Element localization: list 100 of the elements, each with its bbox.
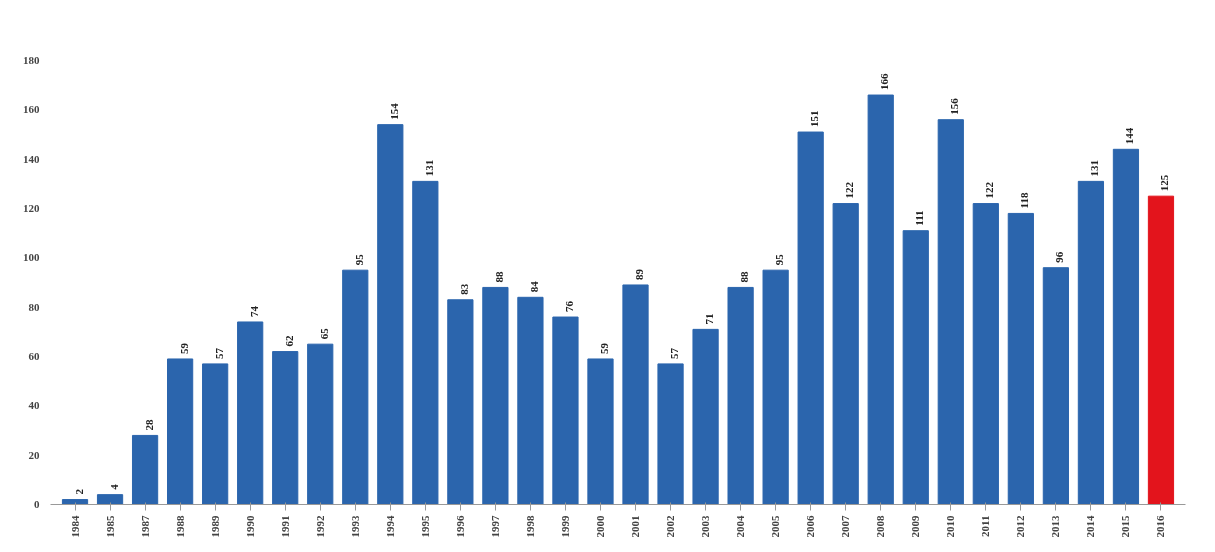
bar	[96, 494, 124, 505]
y-tick-label: 140	[23, 152, 40, 165]
x-tick-label: 1995	[418, 515, 431, 538]
x-tick-label: 1991	[278, 515, 291, 538]
bar	[727, 286, 754, 505]
data-label: 71	[703, 313, 716, 325]
y-tick-label: 120	[23, 202, 40, 214]
data-label: 65	[317, 327, 330, 340]
x-tick-label: 1992	[313, 515, 326, 538]
bar	[412, 180, 439, 505]
x-tick-label: 1998	[523, 515, 536, 538]
x-tick-label: 2012	[1014, 515, 1027, 538]
data-label: 151	[808, 110, 821, 128]
y-tick-label: 160	[23, 103, 40, 116]
bar	[307, 343, 334, 505]
data-label: 156	[948, 97, 961, 115]
data-label: 74	[247, 305, 260, 317]
bar	[202, 363, 229, 505]
data-label: 96	[1053, 251, 1066, 263]
data-label: 118	[1018, 192, 1031, 209]
bar	[832, 203, 859, 505]
x-tick-label: 1985	[103, 515, 116, 538]
y-tick-label: 60	[28, 350, 40, 362]
bar	[1112, 148, 1140, 505]
bar	[1077, 180, 1105, 505]
data-label: 89	[633, 268, 646, 280]
x-tick-label: 2000	[593, 515, 606, 538]
data-label: 57	[212, 347, 225, 359]
bar	[1042, 267, 1069, 505]
x-tick-label: 2015	[1119, 515, 1132, 538]
bar	[447, 299, 474, 505]
bar	[482, 286, 509, 505]
data-label: 125	[1158, 174, 1171, 192]
bar	[61, 499, 89, 505]
bar	[1007, 212, 1034, 505]
bar	[167, 358, 194, 505]
bar	[237, 321, 264, 505]
bar	[622, 284, 649, 505]
data-label: 154	[387, 102, 400, 120]
data-label: 95	[773, 253, 786, 266]
data-label: 88	[738, 270, 751, 283]
bar	[692, 328, 719, 505]
data-label: 83	[457, 283, 470, 295]
y-tick-label: 100	[23, 251, 40, 264]
x-tick-label: 2005	[769, 515, 782, 538]
x-tick-label: 1994	[383, 515, 396, 538]
data-label: 122	[843, 181, 856, 199]
x-tick-label: 2011	[979, 515, 992, 537]
x-tick-label: 2007	[839, 515, 852, 538]
x-tick-label: 1996	[453, 515, 466, 538]
bar	[377, 124, 404, 505]
data-label: 111	[913, 210, 926, 226]
y-tick-label: 40	[28, 399, 40, 412]
x-tick-label: 2016	[1154, 515, 1167, 538]
x-tick-label: 2001	[629, 515, 642, 538]
x-tick-label: 1984	[68, 515, 81, 538]
x-tick-label: 2013	[1049, 515, 1062, 538]
bar	[517, 296, 544, 505]
x-tick-label: 2010	[944, 515, 957, 538]
data-label: 144	[1123, 127, 1136, 145]
data-label: 84	[527, 280, 540, 293]
x-tick-label: 1999	[558, 515, 571, 538]
bar	[867, 94, 894, 505]
bar	[937, 119, 964, 505]
x-tick-label: 1987	[138, 515, 151, 538]
bar	[552, 316, 579, 505]
data-label: 2	[72, 488, 85, 495]
data-label: 62	[282, 335, 295, 347]
x-tick-label: 2003	[699, 515, 712, 538]
bar	[1147, 195, 1175, 505]
x-tick-label: 1997	[488, 515, 501, 538]
x-tick-label: 2008	[874, 515, 887, 538]
bar	[342, 269, 369, 505]
data-label: 95	[352, 253, 365, 266]
x-tick-label: 2002	[664, 515, 677, 538]
y-tick-label: 20	[28, 448, 40, 461]
data-label: 59	[177, 342, 190, 354]
data-label: 28	[142, 418, 155, 431]
data-label: 131	[1088, 159, 1101, 177]
bar	[272, 351, 299, 505]
data-label: 76	[562, 300, 575, 313]
data-label: 59	[597, 342, 610, 354]
x-tick-label: 2009	[909, 515, 922, 538]
x-tick-label: 2006	[804, 515, 817, 538]
data-label: 166	[878, 73, 891, 91]
x-tick-label: 1990	[243, 515, 256, 538]
data-label: 4	[107, 483, 120, 490]
bar	[131, 434, 159, 505]
bar	[657, 363, 684, 505]
y-tick-label: 80	[28, 300, 40, 313]
y-tick-label: 180	[23, 54, 40, 66]
x-tick-label: 1989	[208, 515, 221, 538]
x-tick-label: 1988	[173, 515, 186, 538]
bar	[797, 131, 824, 505]
bar	[972, 203, 999, 505]
data-label: 131	[422, 159, 435, 177]
x-tick-label: 2004	[734, 515, 747, 538]
x-tick-label: 1993	[348, 515, 361, 538]
bar	[762, 269, 789, 505]
y-tick-label: 0	[34, 498, 40, 510]
